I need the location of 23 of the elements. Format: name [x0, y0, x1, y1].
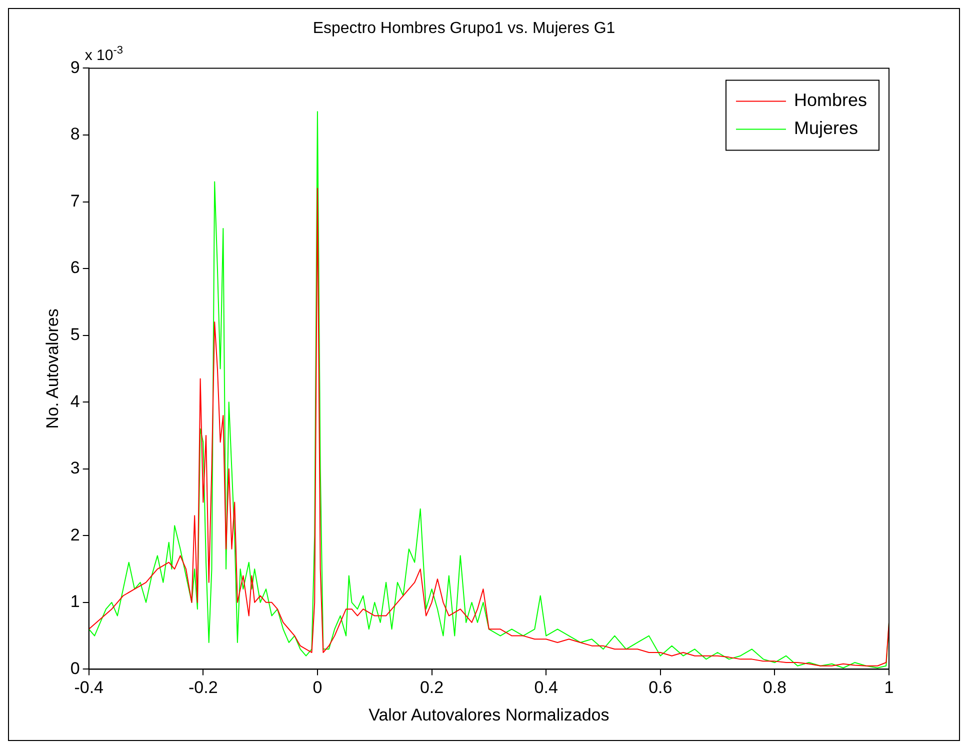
y-tick-label: 2 — [70, 525, 80, 544]
y-tick-label: 4 — [70, 392, 80, 411]
y-tick-label: 9 — [70, 58, 80, 77]
legend-label: Hombres — [794, 90, 868, 110]
x-axis-title: Valor Autovalores Normalizados — [368, 705, 610, 724]
y-tick-label: 6 — [70, 258, 80, 278]
x-tick-label: -0.2 — [188, 678, 218, 698]
x-tick-label: 0 — [312, 678, 322, 698]
chart-title: Espectro Hombres Grupo1 vs. Mujeres G1 — [312, 20, 616, 38]
x-tick-label: 1 — [884, 678, 894, 698]
y-tick-label: 1 — [70, 592, 80, 612]
x-tick-label: 0.4 — [534, 678, 558, 698]
x-tick-label: 0.6 — [648, 678, 672, 698]
legend-label: Mujeres — [794, 118, 858, 138]
y-tick-label: 5 — [70, 325, 80, 344]
y-tick-label: 0 — [70, 658, 80, 678]
y-tick-label: 3 — [70, 458, 80, 478]
x-tick-label: -0.4 — [74, 678, 104, 698]
y-axis-title: No. Autovalores — [42, 308, 62, 429]
y-tick-label: 7 — [70, 191, 80, 210]
x-tick-label: 0.2 — [420, 678, 444, 698]
x-tick-label: 0.8 — [762, 678, 787, 698]
y-tick-label: 8 — [70, 124, 80, 144]
